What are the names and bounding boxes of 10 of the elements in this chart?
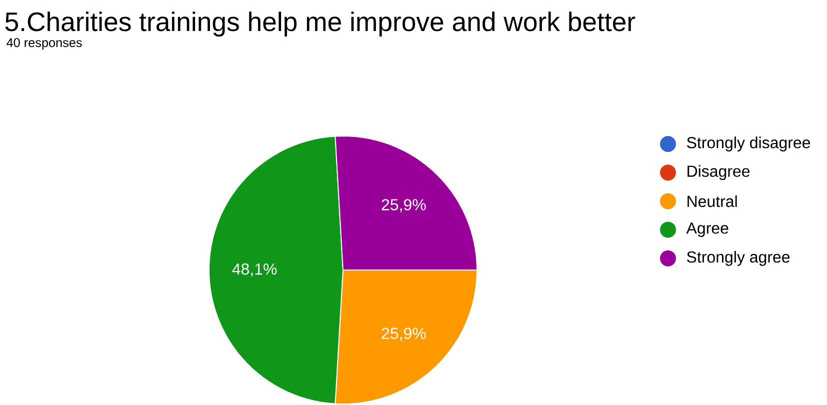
data-label: 25,9% xyxy=(382,328,426,341)
legend-label: Agree xyxy=(686,222,728,237)
text: 40 responses xyxy=(6,38,82,50)
data-label: 25,9% xyxy=(382,199,426,212)
data-label: 48,1% xyxy=(232,263,277,277)
legend-label: Strongly disagree xyxy=(687,136,810,152)
chart-title: 5.Charities trainings help me improve and work better xyxy=(5,12,636,37)
legend-label: Neutral xyxy=(688,195,737,208)
legend-label: Disagree xyxy=(688,165,750,180)
legend-label: Strongly agree xyxy=(687,250,790,266)
